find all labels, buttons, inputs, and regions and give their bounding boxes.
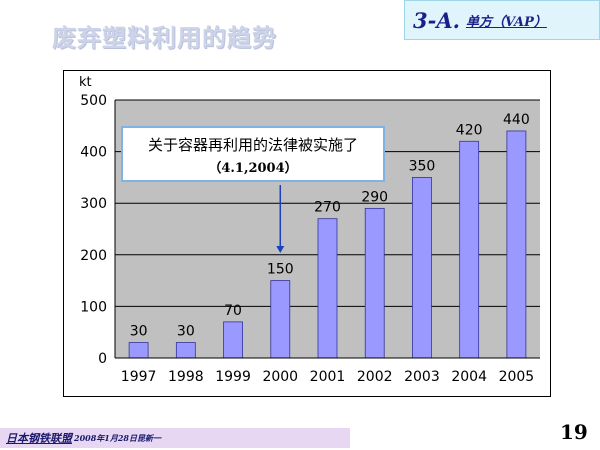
data-label: 420 bbox=[456, 122, 483, 138]
x-tick-label: 2000 bbox=[262, 369, 298, 385]
x-tick-label: 1999 bbox=[215, 369, 251, 385]
data-label: 70 bbox=[224, 303, 242, 319]
y-tick-label: 500 bbox=[80, 93, 107, 109]
data-label: 150 bbox=[267, 262, 294, 278]
data-label: 30 bbox=[177, 324, 195, 340]
y-axis-ticks: 0 100 200 300 400 500 bbox=[80, 93, 107, 367]
bar bbox=[364, 207, 385, 359]
chart-frame: 0 100 200 300 400 500 30 30 70 150 270 290 350 420 44… bbox=[63, 70, 551, 397]
section-subtitle: 单方（VAP） bbox=[465, 14, 547, 30]
x-tick-label: 1998 bbox=[168, 369, 204, 385]
data-label: 350 bbox=[409, 158, 436, 174]
footer-bar: 日本钢铁联盟 2008年1月28日昆新一 bbox=[0, 428, 350, 448]
y-tick-label: 100 bbox=[80, 299, 107, 315]
data-label: 440 bbox=[503, 112, 530, 128]
x-axis-ticks: 1997 1998 1999 2000 2001 2002 2003 2004 2005 bbox=[121, 369, 534, 385]
y-tick-label: 300 bbox=[80, 196, 107, 212]
footer-date-author: 2008年1月28日昆新一 bbox=[74, 432, 161, 443]
data-label: 290 bbox=[361, 189, 388, 205]
y-axis-unit: kt bbox=[79, 75, 92, 90]
data-labels: 30 30 70 150 270 290 350 420 440 bbox=[130, 112, 530, 340]
bar bbox=[506, 130, 527, 359]
y-tick-label: 0 bbox=[98, 351, 107, 367]
bar bbox=[412, 177, 432, 359]
page-number: 19 bbox=[560, 420, 588, 444]
bar bbox=[317, 218, 338, 359]
footer-organization: 日本钢铁联盟 bbox=[6, 432, 72, 445]
section-label-box: 3-A. 单方（VAP） bbox=[404, 0, 600, 40]
x-tick-label: 2002 bbox=[357, 369, 393, 385]
x-tick-label: 2003 bbox=[404, 369, 440, 385]
bar bbox=[128, 342, 149, 359]
annotation-callout: 关于容器再利用的法律被实施了 （4.1,2004） bbox=[121, 126, 385, 253]
y-tick-label: 400 bbox=[80, 145, 107, 161]
x-tick-label: 2005 bbox=[499, 369, 535, 385]
x-tick-label: 2001 bbox=[310, 369, 346, 385]
bar bbox=[223, 321, 243, 359]
slide-title: 废弃塑料利用的趋势 bbox=[52, 24, 277, 52]
data-label: 270 bbox=[314, 200, 341, 216]
bar bbox=[459, 140, 480, 359]
bar bbox=[175, 342, 196, 359]
annotation-arrowhead bbox=[276, 246, 285, 253]
annotation-line-1: 关于容器再利用的法律被实施了 bbox=[148, 136, 358, 154]
y-tick-label: 200 bbox=[80, 248, 107, 264]
section-code: 3-A. bbox=[413, 7, 460, 33]
x-tick-label: 2004 bbox=[451, 369, 487, 385]
x-tick-label: 1997 bbox=[121, 369, 157, 385]
data-label: 30 bbox=[130, 324, 148, 340]
bar bbox=[270, 280, 291, 359]
annotation-box bbox=[121, 126, 385, 182]
annotation-line-2: （4.1,2004） bbox=[208, 160, 297, 176]
bar-chart: 0 100 200 300 400 500 30 30 70 150 270 290 350 420 44… bbox=[79, 75, 540, 385]
